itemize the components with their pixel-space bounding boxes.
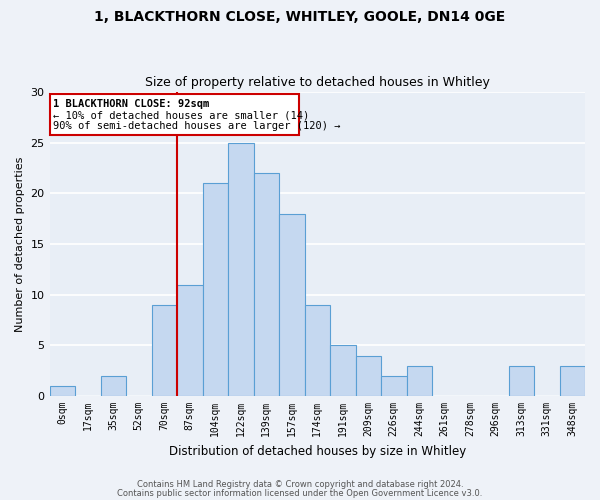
Bar: [330, 346, 356, 396]
Bar: [152, 305, 177, 396]
Y-axis label: Number of detached properties: Number of detached properties: [15, 156, 25, 332]
Bar: [203, 184, 228, 396]
Bar: [254, 173, 279, 396]
Text: 1, BLACKTHORN CLOSE, WHITLEY, GOOLE, DN14 0GE: 1, BLACKTHORN CLOSE, WHITLEY, GOOLE, DN1…: [94, 10, 506, 24]
Text: 90% of semi-detached houses are larger (120) →: 90% of semi-detached houses are larger (…: [53, 122, 341, 132]
Text: Contains HM Land Registry data © Crown copyright and database right 2024.: Contains HM Land Registry data © Crown c…: [137, 480, 463, 489]
Bar: [177, 284, 203, 396]
Bar: [381, 376, 407, 396]
Bar: [509, 366, 534, 396]
Bar: [101, 376, 126, 396]
Title: Size of property relative to detached houses in Whitley: Size of property relative to detached ho…: [145, 76, 490, 90]
Bar: [279, 214, 305, 396]
Text: ← 10% of detached houses are smaller (14): ← 10% of detached houses are smaller (14…: [53, 110, 310, 120]
Bar: [560, 366, 585, 396]
Bar: [407, 366, 432, 396]
Text: 1 BLACKTHORN CLOSE: 92sqm: 1 BLACKTHORN CLOSE: 92sqm: [53, 99, 209, 109]
Bar: [50, 386, 75, 396]
Bar: [356, 356, 381, 396]
FancyBboxPatch shape: [50, 94, 299, 134]
Bar: [305, 305, 330, 396]
Bar: [228, 142, 254, 396]
Text: Contains public sector information licensed under the Open Government Licence v3: Contains public sector information licen…: [118, 489, 482, 498]
X-axis label: Distribution of detached houses by size in Whitley: Distribution of detached houses by size …: [169, 444, 466, 458]
